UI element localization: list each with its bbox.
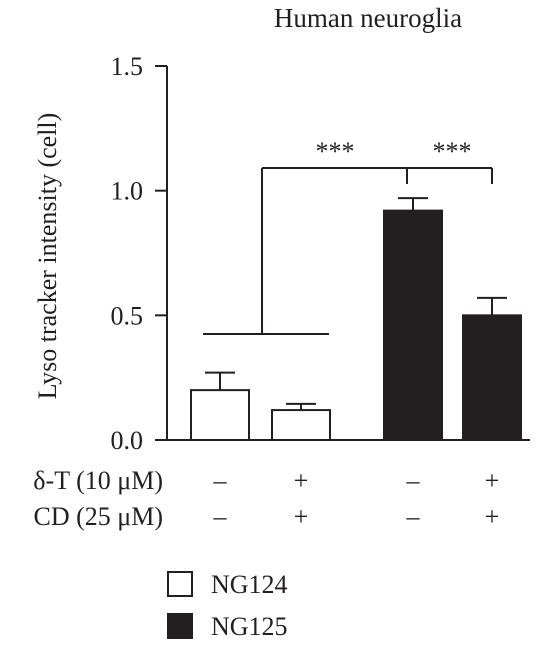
significance-label: *** (316, 137, 355, 166)
condition-value: + (294, 502, 309, 531)
condition-label: CD (25 μM) (34, 502, 164, 531)
legend-label: NG125 (211, 612, 288, 641)
condition-value: – (406, 502, 421, 531)
condition-value: + (294, 466, 309, 495)
bars (190, 197, 522, 442)
condition-value: – (213, 466, 228, 495)
chart-title: Human neuroglia (274, 3, 462, 33)
significance-label: *** (433, 137, 472, 166)
condition-table: δ-T (10 μM) – + – + CD (25 μM) – + – + (33, 466, 499, 531)
y-tick-label: 0.0 (111, 426, 144, 455)
y-tick-label: 0.5 (111, 301, 144, 330)
y-tick-label: 1.0 (111, 177, 144, 206)
y-ticks: 0.0 0.5 1.0 1.5 (111, 52, 167, 455)
condition-label: δ-T (10 μM) (33, 466, 163, 495)
bar (190, 389, 250, 441)
condition-value: – (213, 502, 228, 531)
bar (271, 409, 331, 441)
condition-value: – (406, 466, 421, 495)
y-axis-label: Lyso tracker intensity (cell) (33, 113, 62, 400)
y-tick-label: 1.5 (111, 52, 144, 81)
legend-label: NG124 (211, 570, 288, 599)
legend: NG124 NG125 (167, 570, 288, 641)
significance-annotations: *** *** (203, 137, 493, 335)
bar (462, 314, 522, 442)
condition-value: + (485, 502, 500, 531)
legend-swatch (167, 571, 193, 597)
condition-value: + (485, 466, 500, 495)
bar (383, 209, 443, 441)
legend-swatch (167, 613, 193, 639)
